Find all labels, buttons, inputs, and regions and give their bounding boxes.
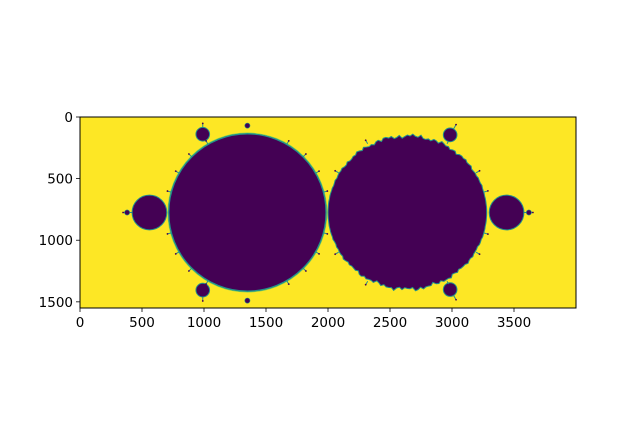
boundary-speck <box>318 252 320 255</box>
boundary-speck <box>174 252 177 255</box>
mini-bulb <box>244 297 251 304</box>
x-tick-label: 500 <box>129 315 155 331</box>
boundary-speck <box>201 300 204 302</box>
y-tick-label: 500 <box>47 172 73 188</box>
boundary-speck <box>486 190 489 192</box>
top-right-bulb <box>442 127 458 143</box>
boundary-speck <box>326 190 329 192</box>
boundary-speck <box>305 270 307 272</box>
left-main-disc <box>167 133 327 292</box>
boundary-speck <box>205 283 207 286</box>
boundary-speck <box>532 211 534 214</box>
plot-area <box>80 117 576 308</box>
boundary-speck <box>205 139 207 142</box>
boundary-speck <box>287 139 290 142</box>
boundary-speck <box>326 233 329 235</box>
left-main-disc-halo <box>167 132 328 293</box>
boundary-speck <box>287 283 290 286</box>
boundary-speck <box>478 253 481 256</box>
y-tick-label: 0 <box>64 110 73 126</box>
top-left-bulb <box>195 126 211 142</box>
x-tick-label: 1500 <box>249 315 283 331</box>
x-tick-label: 0 <box>76 315 85 331</box>
boundary-speck <box>187 153 190 155</box>
right-satellite-disc <box>488 194 525 231</box>
boundary-speck <box>174 170 177 173</box>
x-tick-label: 3500 <box>497 315 531 331</box>
boundary-speck <box>478 169 481 172</box>
boundary-speck <box>122 211 124 214</box>
right-main-disc <box>327 133 488 292</box>
mini-bulb <box>525 209 532 216</box>
boundary-speck <box>448 283 450 286</box>
boundary-speck <box>187 270 190 272</box>
boundary-speck <box>455 123 457 126</box>
boundary-speck <box>334 169 337 172</box>
y-tick-label: 1500 <box>39 295 73 311</box>
left-satellite-disc <box>131 194 168 231</box>
x-tick-label: 1000 <box>187 315 221 331</box>
bottom-left-bulb <box>195 282 211 298</box>
x-axis: 0 500 1000 1500 2000 2500 3000 3500 <box>76 308 531 331</box>
mini-bulb <box>244 122 251 129</box>
bottom-right-bulb <box>442 282 458 297</box>
boundary-speck <box>334 253 337 256</box>
axes-frame <box>79 116 577 309</box>
y-axis: 0 500 1000 1500 <box>39 110 80 311</box>
mini-bulb <box>124 209 131 216</box>
boundary-speck <box>166 233 169 235</box>
boundary-speck <box>166 190 169 192</box>
boundary-speck <box>201 122 204 125</box>
boundary-speck <box>364 283 367 286</box>
boundary-speck <box>364 139 367 142</box>
y-tick-label: 1000 <box>39 233 73 249</box>
boundary-speck <box>455 298 457 301</box>
boundary-speck <box>486 233 489 235</box>
boundary-speck <box>305 153 307 155</box>
boundary-speck <box>448 139 450 142</box>
x-tick-label: 2500 <box>373 315 407 331</box>
x-tick-label: 2000 <box>311 315 345 331</box>
x-tick-label: 3000 <box>435 315 469 331</box>
boundary-speck <box>318 170 320 173</box>
